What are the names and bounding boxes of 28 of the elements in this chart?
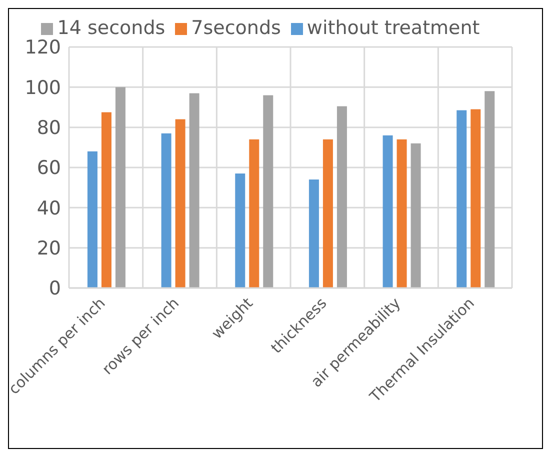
- bar: [175, 119, 186, 288]
- bar: [101, 112, 112, 288]
- y-tick-label: 20: [36, 238, 61, 260]
- bar: [382, 135, 393, 288]
- bar: [308, 180, 319, 288]
- bar: [87, 151, 98, 288]
- y-tick-label: 120: [24, 36, 61, 59]
- bar: [263, 95, 274, 288]
- y-tick-label: 40: [36, 197, 61, 220]
- legend-label: 7seconds: [191, 17, 281, 39]
- y-tick-label: 80: [36, 117, 61, 140]
- bar: [115, 87, 126, 288]
- legend-label: without treatment: [306, 17, 480, 39]
- bar: [396, 139, 407, 288]
- bar: [410, 143, 421, 288]
- y-tick-label: 60: [36, 157, 61, 180]
- bar: [235, 174, 246, 288]
- y-tick-label: 0: [48, 278, 61, 300]
- bar: [322, 139, 333, 288]
- y-tick-label: 100: [24, 76, 61, 99]
- bar: [249, 139, 260, 288]
- bar: [161, 133, 172, 288]
- bar: [336, 106, 347, 288]
- bar: [456, 110, 467, 288]
- bar: [470, 109, 481, 288]
- legend-label: 14 seconds: [57, 17, 166, 39]
- bar: [484, 91, 495, 288]
- bar: [189, 93, 200, 288]
